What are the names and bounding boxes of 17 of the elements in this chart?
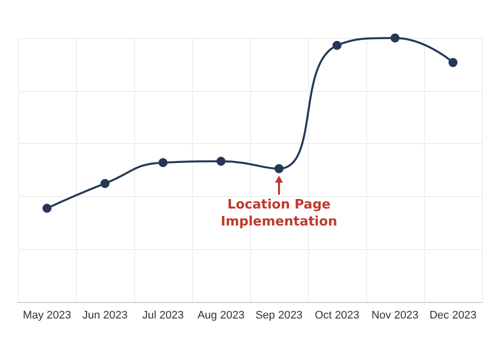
point [100,178,110,188]
point [158,158,168,168]
x-tick-label: Jun 2023 [82,310,128,322]
point [216,156,226,166]
point [390,34,400,42]
point [42,204,52,213]
x-tick-label: Nov 2023 [371,310,419,322]
point [274,164,284,174]
x-tick-label: Aug 2023 [197,310,245,322]
x-tick-label: Dec 2023 [429,310,477,322]
x-tick-label: Sep 2023 [255,310,303,322]
point [448,58,458,68]
x-tick-label: Oct 2023 [314,310,360,322]
point [332,40,342,50]
x-tick-label: Jul 2023 [142,310,184,322]
annotation: Location Page Implementation [220,198,338,230]
x-tick-label: May 2023 [22,310,72,322]
